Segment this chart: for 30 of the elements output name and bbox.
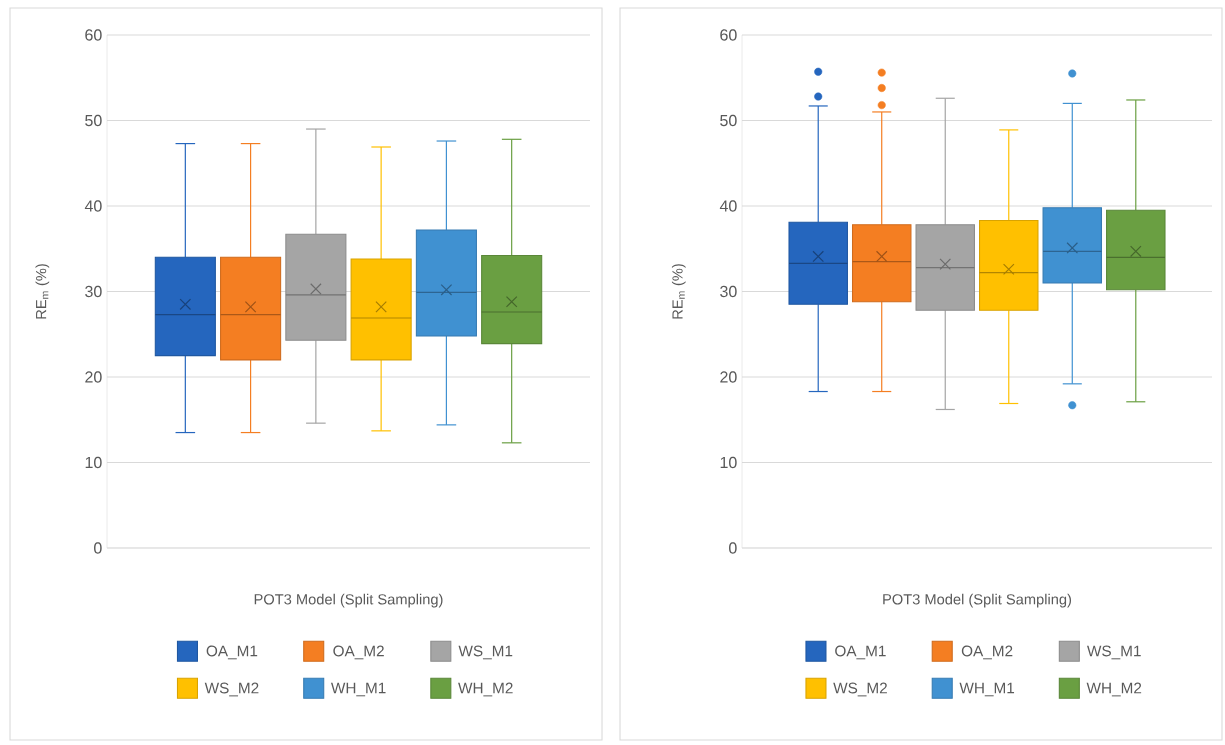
legend-label: WS_M1 bbox=[458, 645, 513, 660]
legend-label: WS_M2 bbox=[204, 682, 259, 697]
y-tick-label: 40 bbox=[84, 200, 102, 212]
legend-label: WS_M1 bbox=[1087, 645, 1141, 660]
legend-label: WH_M2 bbox=[1086, 682, 1142, 697]
x-axis-title: POT3 Model (Split Sampling) bbox=[254, 593, 443, 608]
y-tick-label: 0 bbox=[729, 542, 737, 554]
legend-label: WH_M1 bbox=[959, 682, 1015, 697]
y-tick-label: 30 bbox=[720, 285, 737, 298]
legend-label: OA_M2 bbox=[961, 645, 1013, 660]
y-axis-title: RE$_{m}$ (%) bbox=[35, 264, 50, 319]
legend-label: OA_M1 bbox=[206, 645, 258, 660]
y-tick-label: 10 bbox=[85, 456, 102, 469]
y-tick-label: 30 bbox=[85, 285, 102, 298]
y-tick-label: 60 bbox=[720, 29, 737, 41]
y-tick-label: 20 bbox=[720, 371, 737, 383]
legend-label: WS_M2 bbox=[833, 682, 887, 697]
legend-label: OA_M2 bbox=[333, 645, 384, 660]
y-axis-title: RE$_{m}$ (%) bbox=[671, 264, 686, 319]
x-axis-title: POT3 Model (Split Sampling) bbox=[883, 593, 1072, 608]
y-tick-label: 10 bbox=[720, 456, 737, 469]
y-tick-label: 50 bbox=[720, 114, 737, 127]
y-tick-label: 60 bbox=[85, 29, 102, 41]
legend-label: OA_M1 bbox=[835, 645, 886, 660]
y-tick-label: 50 bbox=[85, 114, 102, 127]
legend-label: WH_M1 bbox=[330, 682, 386, 697]
y-tick-label: 40 bbox=[719, 200, 737, 212]
y-tick-label: 20 bbox=[85, 371, 102, 383]
legend-label: WH_M2 bbox=[458, 682, 513, 697]
y-tick-label: 0 bbox=[94, 542, 102, 554]
